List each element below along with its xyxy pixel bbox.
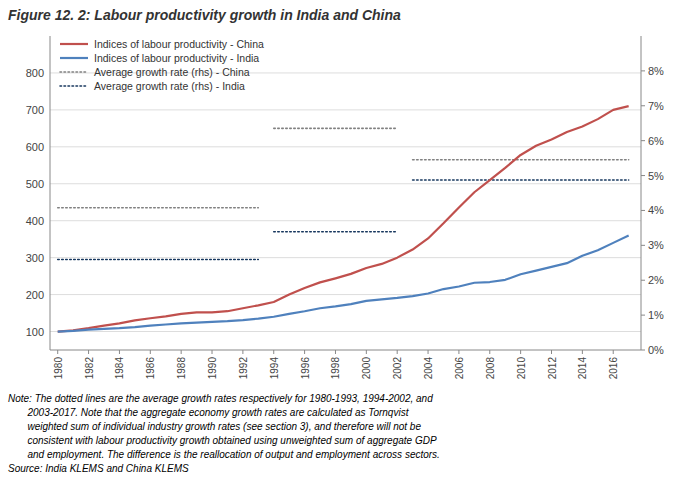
x-tick-label: 2006 [454,357,465,380]
x-tick [366,350,367,354]
legend-label: Average growth rate (rhs) - China [94,66,250,78]
x-tick-label: 1984 [114,357,125,380]
x-tick-label: 1988 [176,357,187,380]
grid-line [50,331,641,332]
y2-tick [641,175,645,176]
y-axis-line [50,36,51,350]
x-axis-line [50,350,641,351]
notes: Note: The dotted lines are the average g… [8,393,440,474]
y2-tick [641,140,645,141]
y2-tick-label: 7% [648,100,664,112]
y2-tick-label: 4% [648,204,664,216]
grid [50,73,641,332]
note: Source: India KLEMS and China KLEMS [8,463,189,474]
x-tick [273,350,274,354]
x-tick-label: 2016 [608,357,619,380]
legend-swatch [60,43,88,45]
note: and employment. The difference is the re… [8,449,440,460]
y2-tick-label: 1% [648,309,664,321]
legend-label: Indices of labour productivity - China [94,38,264,50]
x-tick [119,350,120,354]
x-tick-label: 1990 [207,357,218,380]
x-tick-label: 2002 [392,357,403,380]
legend-label: Average growth rate (rhs) - India [94,80,245,92]
x-tick [582,350,583,354]
grid-line [50,183,641,184]
x-tick [458,350,459,354]
grid-line [50,220,641,221]
x-tick-label: 1996 [300,357,311,380]
x-tick-label: 1982 [84,357,95,380]
x-tick [335,350,336,354]
y-tick-label: 700 [26,104,44,116]
x-tick-label: 1986 [145,357,156,380]
grid-line [50,146,641,147]
y2-tick [641,70,645,71]
y-tick-label: 100 [26,326,44,338]
note: Note: The dotted lines are the average g… [8,393,433,404]
note: weighted sum of individual industry grow… [8,421,421,432]
x-tick-label: 1994 [269,357,280,380]
legend-swatch [60,85,88,87]
y2-tick [641,210,645,211]
y-tick-label: 600 [26,141,44,153]
y2-tick-label: 0% [648,344,664,356]
y2-axis-line [641,36,642,350]
legend-swatch [60,71,88,73]
x-tick [613,350,614,354]
title: Figure 12. 2: Labour productivity growth… [8,7,401,23]
chart: Figure 12. 2: Labour productivity growth… [0,0,691,491]
grid-line [50,294,641,295]
x-tick-label: 1998 [330,357,341,380]
series-line [58,106,629,331]
series-line [58,128,629,207]
axes: 100 200 300 400 500 600 700 800 0% 1% 2% 3% 4% 5% 6% 7%… [26,36,664,379]
y-tick-label: 300 [26,252,44,264]
x-tick [181,350,182,354]
y2-tick [641,280,645,281]
x-tick [551,350,552,354]
note: consistent with labour productivity grow… [8,435,437,446]
plot-area [58,106,629,331]
series-line [58,235,629,331]
legend: Indices of labour productivity - China In… [60,38,264,92]
x-tick-label: 2000 [361,357,372,380]
x-tick [150,350,151,354]
y2-tick [641,315,645,316]
x-tick [242,350,243,354]
x-tick [520,350,521,354]
y-tick-label: 500 [26,178,44,190]
x-tick-label: 1980 [53,357,64,380]
grid-line [50,109,641,110]
x-tick-label: 2008 [485,357,496,380]
series-line [58,180,629,259]
y2-tick [641,105,645,106]
x-tick-label: 2014 [577,357,588,380]
x-tick [304,350,305,354]
y2-tick-label: 8% [648,65,664,77]
x-tick-label: 1992 [238,357,249,380]
x-tick [428,350,429,354]
y2-tick-label: 2% [648,274,664,286]
x-tick [397,350,398,354]
y2-tick [641,350,645,351]
y-tick-label: 200 [26,289,44,301]
grid-line [50,257,641,258]
y2-tick-label: 6% [648,135,664,147]
legend-label: Indices of labour productivity - India [94,52,259,64]
y2-tick [641,245,645,246]
legend-swatch [60,57,88,59]
y2-tick-label: 5% [648,170,664,182]
x-tick-label: 2004 [423,357,434,380]
note: 2003-2017. Note that the aggregate econo… [8,407,410,418]
y2-tick-label: 3% [648,239,664,251]
x-tick-label: 2010 [516,357,527,380]
x-tick [212,350,213,354]
x-tick [489,350,490,354]
y-tick-label: 800 [26,67,44,79]
x-tick [57,350,58,354]
x-tick [88,350,89,354]
x-tick-label: 2012 [547,357,558,380]
y-tick-label: 400 [26,215,44,227]
